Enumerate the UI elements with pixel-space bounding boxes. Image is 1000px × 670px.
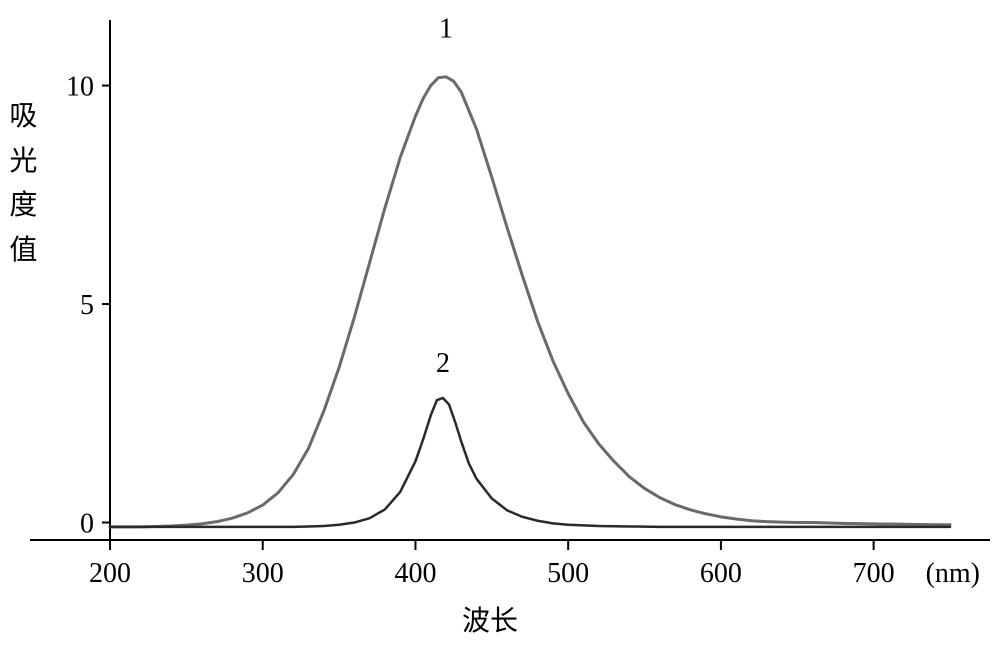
x-tick-label: 700 (853, 558, 895, 589)
y-tick-label: 0 (80, 509, 94, 540)
y-axis-label: 吸光度值 (8, 95, 39, 274)
x-tick-label: 300 (242, 558, 284, 589)
x-axis-label: 波长 (462, 605, 518, 637)
chart-svg: 0 5 10 200 300 400 500 600 700 (nm) 波长 1 2 (0, 0, 1000, 670)
series-1 (110, 77, 950, 527)
x-tick-label: 500 (547, 558, 589, 589)
x-tick-label: 400 (394, 558, 436, 589)
series-2 (110, 398, 950, 527)
x-axis-unit: (nm) (926, 558, 980, 589)
y-tick-label: 5 (80, 290, 94, 321)
x-tick-label: 200 (89, 558, 131, 589)
series-label-1: 1 (439, 13, 453, 44)
x-tick-label: 600 (700, 558, 742, 589)
y-tick-label: 10 (66, 72, 94, 103)
spectrum-chart: 0 5 10 200 300 400 500 600 700 (nm) 波长 1 2 吸光度值 (0, 0, 1000, 670)
series-label-2: 2 (436, 348, 450, 379)
